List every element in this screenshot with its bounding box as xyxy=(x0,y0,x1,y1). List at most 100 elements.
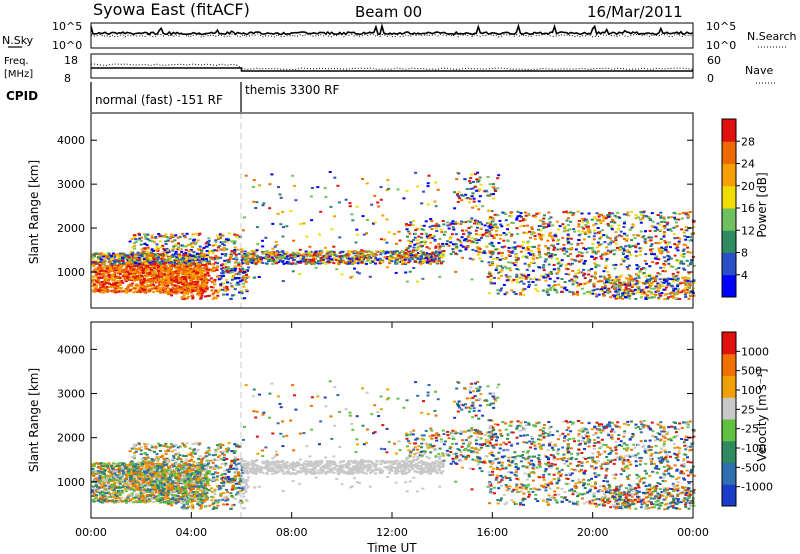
echo-cell xyxy=(634,250,638,253)
echo-cell xyxy=(692,281,696,284)
echo-cell xyxy=(195,285,199,288)
echo-cell xyxy=(162,262,166,265)
echo-cell xyxy=(242,276,246,278)
echo-cell xyxy=(126,271,130,274)
echo-cell xyxy=(526,275,530,278)
echo-cell xyxy=(516,245,520,248)
echo-cell xyxy=(207,242,210,245)
echo-cell xyxy=(547,223,551,226)
echo-cell xyxy=(247,266,251,269)
echo-cell xyxy=(98,290,102,293)
echo-cell xyxy=(483,233,487,236)
echo-cell xyxy=(469,177,473,180)
echo-cell xyxy=(159,240,162,243)
echo-cell xyxy=(687,287,691,289)
echo-cell xyxy=(146,233,150,236)
echo-cell xyxy=(348,259,352,262)
echo-cell xyxy=(239,280,242,283)
echo-cell xyxy=(211,286,215,289)
echo-cell xyxy=(485,235,489,238)
echo-cell xyxy=(433,239,437,242)
echo-cell xyxy=(232,257,236,260)
echo-cell xyxy=(478,248,482,250)
echo-cell xyxy=(647,297,651,300)
echo-cell xyxy=(219,256,223,259)
echo-cell xyxy=(464,246,468,249)
echo-cell xyxy=(203,273,207,276)
echo-cell xyxy=(628,228,632,231)
echo-cell xyxy=(644,282,647,285)
echo-cell xyxy=(570,247,574,250)
echo-cell xyxy=(133,256,137,259)
echo-cell xyxy=(182,296,186,299)
echo-cell xyxy=(302,252,306,255)
echo-cell xyxy=(346,263,350,265)
echo-cell xyxy=(128,265,132,268)
echo-cell xyxy=(483,224,487,227)
echo-cell xyxy=(194,271,198,274)
echo-cell xyxy=(585,220,589,223)
echo-cell xyxy=(609,296,613,299)
echo-cell xyxy=(272,252,276,255)
echo-cell xyxy=(661,270,665,273)
echo-cell xyxy=(118,267,122,270)
echo-cell xyxy=(551,285,555,288)
echo-cell xyxy=(552,246,556,249)
echo-cell xyxy=(458,239,462,242)
echo-cell xyxy=(437,259,441,262)
echo-cell xyxy=(106,267,110,270)
echo-cell xyxy=(138,268,142,271)
echo-cell xyxy=(252,254,256,257)
echo-cell xyxy=(147,288,151,291)
echo-cell xyxy=(416,257,420,260)
echo-cell xyxy=(492,183,495,186)
echo-cell xyxy=(148,465,152,467)
echo-cell xyxy=(429,262,432,265)
echo-cell xyxy=(125,254,129,257)
echo-cell xyxy=(102,270,106,273)
echo-cell xyxy=(591,251,595,254)
echo-cell xyxy=(424,253,428,256)
echo-cell xyxy=(144,261,147,264)
echo-cell xyxy=(252,200,256,203)
echo-cell xyxy=(207,252,210,255)
echo-cell xyxy=(673,237,677,240)
echo-cell xyxy=(214,289,218,292)
echo-cell xyxy=(604,281,608,284)
echo-cell xyxy=(362,233,366,236)
echo-cell xyxy=(122,258,126,261)
echo-cell xyxy=(131,473,135,475)
echo-cell xyxy=(675,268,678,271)
echo-cell xyxy=(225,241,229,244)
echo-cell xyxy=(562,211,566,214)
echo-cell xyxy=(656,222,660,225)
echo-cell xyxy=(627,284,631,287)
echo-cell xyxy=(117,287,121,290)
echo-cell xyxy=(606,289,609,292)
echo-cell xyxy=(396,256,400,259)
echo-cell xyxy=(145,271,149,274)
echo-cell xyxy=(151,263,155,266)
echo-cell xyxy=(639,230,643,233)
echo-cell xyxy=(338,259,341,262)
echo-cell xyxy=(529,236,532,239)
echo-cell xyxy=(497,174,501,177)
echo-cell xyxy=(160,273,164,276)
echo-cell xyxy=(239,270,243,272)
echo-cell xyxy=(690,233,694,236)
echo-cell xyxy=(158,491,162,494)
echo-cell xyxy=(468,257,472,260)
echo-cell xyxy=(98,266,102,269)
echo-cell xyxy=(667,262,671,265)
echo-cell xyxy=(152,284,156,287)
echo-cell xyxy=(355,254,359,257)
echo-cell xyxy=(404,271,408,274)
echo-cell xyxy=(669,278,673,281)
echo-cell xyxy=(621,297,625,300)
echo-cell xyxy=(669,265,672,267)
echo-cell xyxy=(447,244,451,247)
echo-cell xyxy=(120,279,124,282)
echo-cell xyxy=(641,282,645,284)
echo-cell xyxy=(656,272,660,275)
echo-cell xyxy=(107,253,111,256)
